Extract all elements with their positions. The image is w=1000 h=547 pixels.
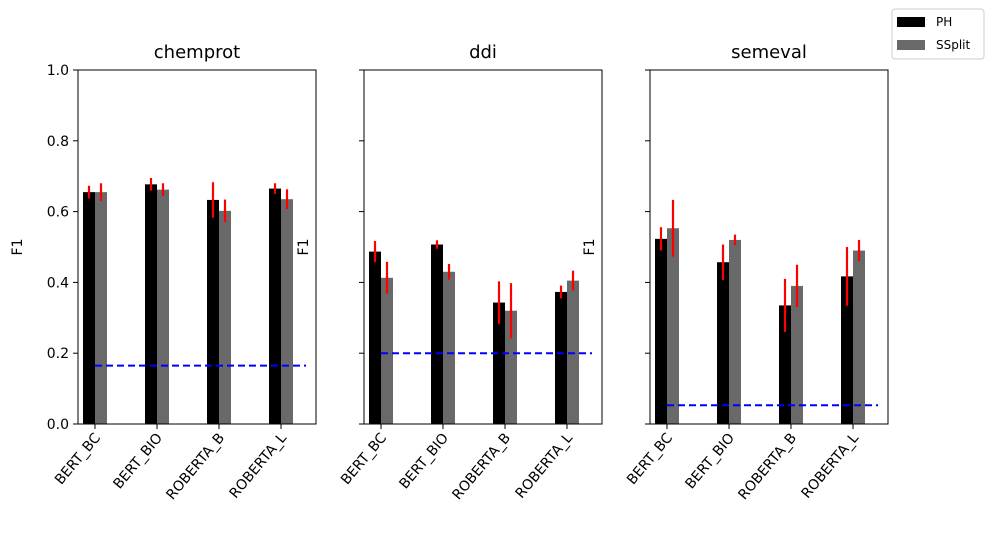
bar-ssplit-bert-bio [157, 189, 169, 424]
bar-ph-roberta-b [779, 305, 791, 424]
y-tick-label: 1.0 [47, 63, 69, 79]
panel-chemprot: chemprot F1 0.0 0.2 0.4 0.6 0.8 1.0 BERT_BC BERT_… [10, 42, 317, 503]
panel-title: ddi [469, 42, 497, 63]
panel-title: semeval [731, 42, 807, 63]
plot-frame [363, 69, 603, 425]
bar-ssplit-roberta-b [219, 210, 231, 424]
bar-ph-bert-bc [369, 251, 381, 424]
x-tick-label: BERT_BIO [110, 430, 166, 492]
bar-ph-roberta-b [207, 199, 219, 424]
panel-semeval: semeval F1 BERT_BC BERT_BIOROBERTA_BROBERTA… [582, 42, 889, 503]
bar-ssplit-bert-bc [95, 192, 107, 424]
x-tick-label: ROBERTA_L [513, 430, 577, 502]
bar-ph-bert-bc [83, 192, 95, 424]
bar-ssplit-bert-bio [443, 271, 455, 424]
bar-ssplit-roberta-b [505, 310, 517, 424]
x-tick-label: ROBERTA_B [449, 430, 514, 503]
legend: PH SSplit [891, 8, 985, 60]
bar-ph-bert-bio [145, 184, 157, 424]
x-tick-label: ROBERTA_B [735, 430, 800, 503]
x-tick-label: BERT_BC [624, 430, 676, 488]
bar-ph-bert-bc [655, 238, 667, 424]
x-tick-label: BERT_BC [52, 430, 104, 488]
x-tick-label: ROBERTA_L [227, 430, 291, 502]
y-tick-label: 0.0 [47, 417, 69, 433]
bar-ssplit-roberta-b [791, 285, 803, 424]
bar-ssplit-bert-bc [667, 228, 679, 424]
y-tick-label: 0.4 [47, 275, 69, 291]
bar-ph-roberta-l [841, 276, 853, 424]
bar-ssplit-roberta-l [281, 199, 293, 424]
y-tick-label: 0.2 [47, 346, 69, 362]
legend-swatch-ph [897, 17, 925, 27]
bar-ph-bert-bio [431, 244, 443, 424]
bar-ph-roberta-l [269, 188, 281, 424]
y-axis-label: F1 [10, 239, 26, 256]
y-tick-label: 0.8 [47, 134, 69, 150]
x-tick-label: BERT_BIO [396, 430, 452, 492]
bar-ph-bert-bio [717, 262, 729, 424]
y-axis-label: F1 [582, 239, 598, 256]
panel-title: chemprot [154, 42, 240, 63]
y-axis-label: F1 [296, 239, 312, 256]
bar-ph-roberta-b [493, 302, 505, 424]
x-tick-label: BERT_BC [338, 430, 390, 488]
bar-ssplit-bert-bio [729, 239, 741, 424]
legend-label-ssplit: SSplit [936, 38, 971, 52]
legend-label-ph: PH [936, 15, 952, 29]
y-tick-label: 0.6 [47, 205, 69, 221]
bar-ph-roberta-l [555, 291, 567, 424]
legend-swatch-ssplit [897, 40, 925, 50]
x-tick-label: ROBERTA_B [163, 430, 228, 503]
x-tick-label: BERT_BIO [682, 430, 738, 492]
plot-frame [77, 69, 317, 425]
bar-ssplit-roberta-l [853, 250, 865, 424]
bar-ssplit-bert-bc [381, 277, 393, 424]
x-tick-label: ROBERTA_L [799, 430, 863, 502]
plot-frame [649, 69, 889, 425]
